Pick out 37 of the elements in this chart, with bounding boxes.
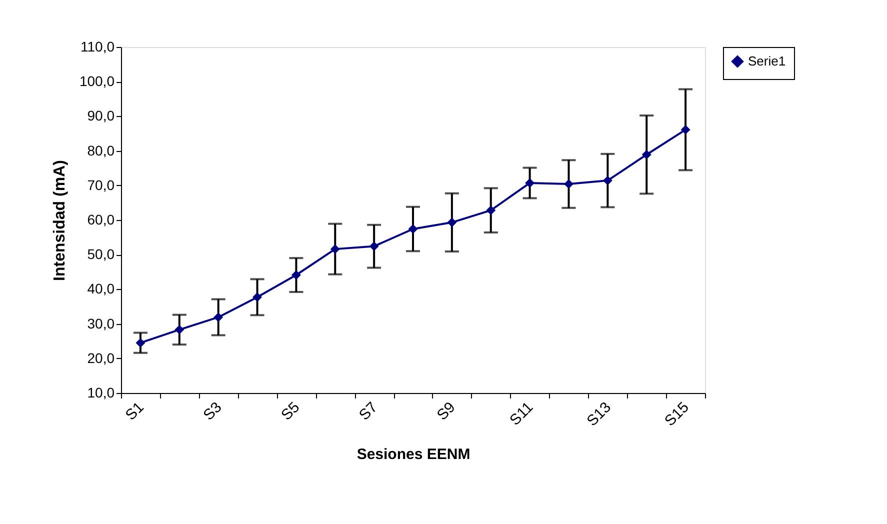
x-axis-title: Sesiones EENM bbox=[356, 446, 470, 464]
y-tick-label: 90,0 bbox=[87, 108, 115, 124]
x-tick-label: S11 bbox=[506, 398, 537, 429]
y-tick-label: 20,0 bbox=[87, 350, 115, 366]
y-tick-label: 80,0 bbox=[87, 142, 115, 158]
x-tick-label: S9 bbox=[434, 398, 459, 424]
y-axis-title: Intensidad (mA) bbox=[51, 160, 68, 281]
point bbox=[486, 206, 496, 216]
point bbox=[447, 218, 457, 228]
point bbox=[564, 179, 574, 189]
y-tick-label: 10,0 bbox=[87, 384, 115, 400]
x-tick-label: S7 bbox=[356, 398, 381, 424]
y-tick-label: 110,0 bbox=[80, 38, 115, 54]
x-tick-label: S3 bbox=[200, 398, 226, 424]
point bbox=[330, 244, 340, 254]
point bbox=[602, 176, 612, 186]
point bbox=[642, 150, 652, 160]
point bbox=[369, 242, 379, 252]
point bbox=[680, 124, 690, 134]
y-tick-label: 50,0 bbox=[87, 246, 115, 262]
y-tick-label: 40,0 bbox=[87, 280, 115, 297]
x-tick-label: S1 bbox=[122, 398, 148, 424]
point bbox=[136, 338, 146, 348]
x-tick-label: S13 bbox=[584, 398, 615, 430]
point bbox=[214, 312, 224, 322]
y-tick-label: 60,0 bbox=[87, 212, 115, 228]
y-tick-label: 100,0 bbox=[79, 73, 115, 90]
point bbox=[252, 292, 262, 302]
point bbox=[291, 270, 301, 280]
point bbox=[174, 324, 184, 334]
x-tick-label: S15 bbox=[661, 398, 692, 430]
point bbox=[525, 178, 535, 188]
legend-label: Serie1 bbox=[748, 54, 786, 68]
point bbox=[408, 224, 418, 234]
y-tick-label: 30,0 bbox=[87, 315, 115, 332]
y-tick-label: 70,0 bbox=[87, 176, 115, 193]
x-tick-label: S5 bbox=[278, 398, 304, 424]
